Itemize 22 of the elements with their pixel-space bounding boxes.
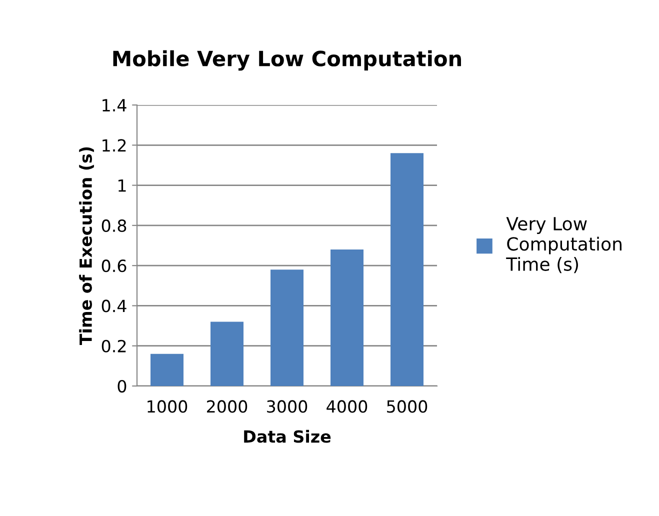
x-tick-label: 2000 <box>207 400 248 413</box>
x-tick-label: 3000 <box>267 400 308 413</box>
bar <box>150 354 184 386</box>
bar <box>210 322 244 386</box>
x-axis-title: Data Size <box>244 430 331 443</box>
x-tick-label: 1000 <box>148 400 188 413</box>
x-tick-label: 5000 <box>387 400 428 413</box>
y-tick-label: 0.8 <box>102 219 126 232</box>
y-tick-label: 0.2 <box>102 340 126 352</box>
y-tick-label: 1 <box>118 179 126 192</box>
y-tick-label: 0.6 <box>102 260 126 272</box>
y-tick-label: 0.4 <box>102 300 126 312</box>
bar <box>270 270 304 386</box>
legend-label: Very Low Computation Time (s) <box>506 217 622 274</box>
bar <box>390 153 424 386</box>
bar <box>330 250 364 386</box>
y-tick-label: 1.2 <box>102 139 126 152</box>
y-axis-title: Time of Execution (s) <box>79 147 94 346</box>
y-tick-label: 1.4 <box>102 99 126 112</box>
y-tick-label: 0 <box>118 380 126 393</box>
x-tick-label: 4000 <box>326 400 368 413</box>
chart-title: Mobile Very Low Computation <box>113 50 461 71</box>
